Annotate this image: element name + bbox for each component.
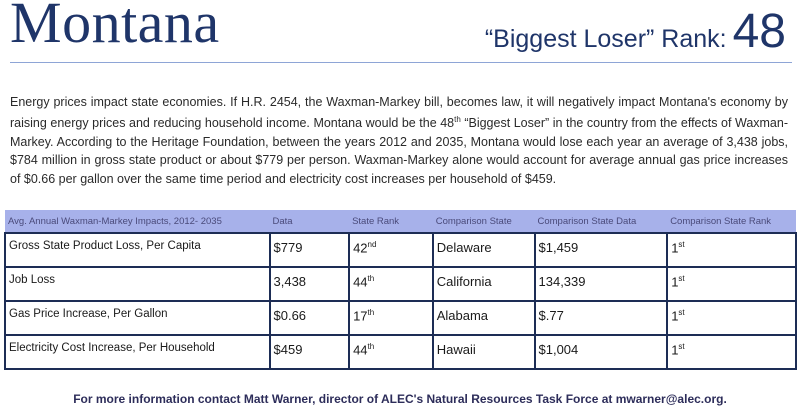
cell-state-rank: 42nd — [348, 232, 434, 268]
rank-number: 48 — [732, 5, 786, 58]
cell-comparison-data: $.77 — [533, 300, 669, 336]
cell-comparison-state: Delaware — [431, 232, 536, 268]
cell-metric: Electricity Cost Increase, Per Household — [4, 334, 271, 370]
column-header-comparison-data: Comparison State Data — [534, 210, 668, 233]
intro-text-part1: Energy prices impact state economies. If… — [10, 94, 788, 131]
intro-paragraph: Energy prices impact state economies. If… — [10, 93, 788, 189]
table-row: Job Loss 3,438 44th California 134,339 1… — [4, 266, 797, 302]
column-header-comparison-rank: Comparison State Rank — [667, 210, 796, 233]
column-header-data: Data — [269, 210, 350, 233]
cell-data: $779 — [268, 232, 351, 268]
cell-comparison-data: $1,459 — [533, 232, 669, 268]
cell-data: 3,438 — [268, 266, 351, 302]
header-divider — [10, 62, 792, 63]
cell-comparison-rank: 1st — [666, 300, 797, 336]
cell-state-rank: 44th — [348, 266, 434, 302]
table-row: Gas Price Increase, Per Gallon $0.66 17t… — [4, 300, 797, 336]
column-header-metric: Avg. Annual Waxman-Markey Impacts, 2012-… — [5, 210, 270, 233]
cell-comparison-data: 134,339 — [533, 266, 669, 302]
column-header-comparison-state: Comparison State — [432, 210, 535, 233]
rank-label: “Biggest Loser” Rank: — [484, 25, 727, 53]
column-header-state-rank: State Rank — [349, 210, 433, 233]
cell-comparison-state: Hawaii — [431, 334, 536, 370]
rank-display: “Biggest Loser” Rank: 48 — [485, 4, 786, 59]
cell-comparison-data: $1,004 — [533, 334, 669, 370]
cell-data: $0.66 — [268, 300, 351, 336]
cell-metric: Job Loss — [4, 266, 271, 302]
intro-text-part2: “Biggest Loser” in the country from the … — [10, 116, 788, 187]
intro-superscript: th — [454, 115, 461, 125]
page-title: Montana — [10, 0, 220, 55]
cell-data: $459 — [268, 334, 351, 370]
cell-comparison-rank: 1st — [666, 232, 797, 268]
table-header-row: Avg. Annual Waxman-Markey Impacts, 2012-… — [5, 210, 796, 233]
cell-comparison-state: Alabama — [431, 300, 536, 336]
table-row: Gross State Product Loss, Per Capita $77… — [4, 232, 797, 268]
cell-metric: Gas Price Increase, Per Gallon — [4, 300, 271, 336]
cell-state-rank: 44th — [348, 334, 434, 370]
cell-comparison-rank: 1st — [666, 334, 797, 370]
cell-state-rank: 17th — [348, 300, 434, 336]
impacts-table: Avg. Annual Waxman-Markey Impacts, 2012-… — [4, 210, 797, 370]
contact-footer: For more information contact Matt Warner… — [73, 392, 727, 406]
cell-metric: Gross State Product Loss, Per Capita — [4, 232, 271, 268]
cell-comparison-rank: 1st — [666, 266, 797, 302]
cell-comparison-state: California — [431, 266, 536, 302]
table-row: Electricity Cost Increase, Per Household… — [4, 334, 797, 370]
